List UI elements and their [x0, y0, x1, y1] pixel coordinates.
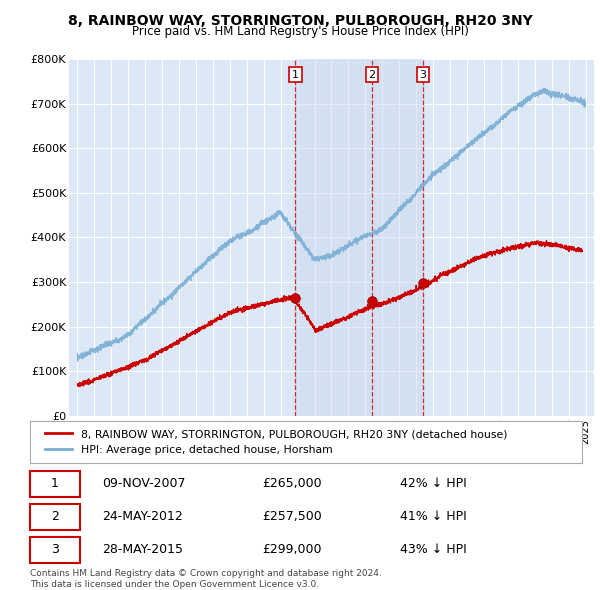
Text: £265,000: £265,000	[262, 477, 322, 490]
Text: 3: 3	[51, 543, 59, 556]
Legend: 8, RAINBOW WAY, STORRINGTON, PULBOROUGH, RH20 3NY (detached house), HPI: Average: 8, RAINBOW WAY, STORRINGTON, PULBOROUGH,…	[41, 425, 512, 459]
Text: 42% ↓ HPI: 42% ↓ HPI	[400, 477, 467, 490]
Text: Price paid vs. HM Land Registry's House Price Index (HPI): Price paid vs. HM Land Registry's House …	[131, 25, 469, 38]
Text: 41% ↓ HPI: 41% ↓ HPI	[400, 510, 467, 523]
Text: 8, RAINBOW WAY, STORRINGTON, PULBOROUGH, RH20 3NY: 8, RAINBOW WAY, STORRINGTON, PULBOROUGH,…	[68, 14, 532, 28]
Text: £299,000: £299,000	[262, 543, 322, 556]
Text: 1: 1	[292, 70, 299, 80]
Text: 2: 2	[51, 510, 59, 523]
Text: 43% ↓ HPI: 43% ↓ HPI	[400, 543, 467, 556]
Text: £257,500: £257,500	[262, 510, 322, 523]
Bar	[295, 59, 423, 416]
FancyBboxPatch shape	[30, 537, 80, 563]
Text: 2: 2	[368, 70, 376, 80]
FancyBboxPatch shape	[30, 471, 80, 497]
FancyBboxPatch shape	[30, 504, 80, 530]
Text: Contains HM Land Registry data © Crown copyright and database right 2024.
This d: Contains HM Land Registry data © Crown c…	[30, 569, 382, 589]
Text: 09-NOV-2007: 09-NOV-2007	[102, 477, 185, 490]
Text: 24-MAY-2012: 24-MAY-2012	[102, 510, 182, 523]
Text: 3: 3	[419, 70, 427, 80]
Text: 28-MAY-2015: 28-MAY-2015	[102, 543, 183, 556]
Text: 1: 1	[51, 477, 59, 490]
